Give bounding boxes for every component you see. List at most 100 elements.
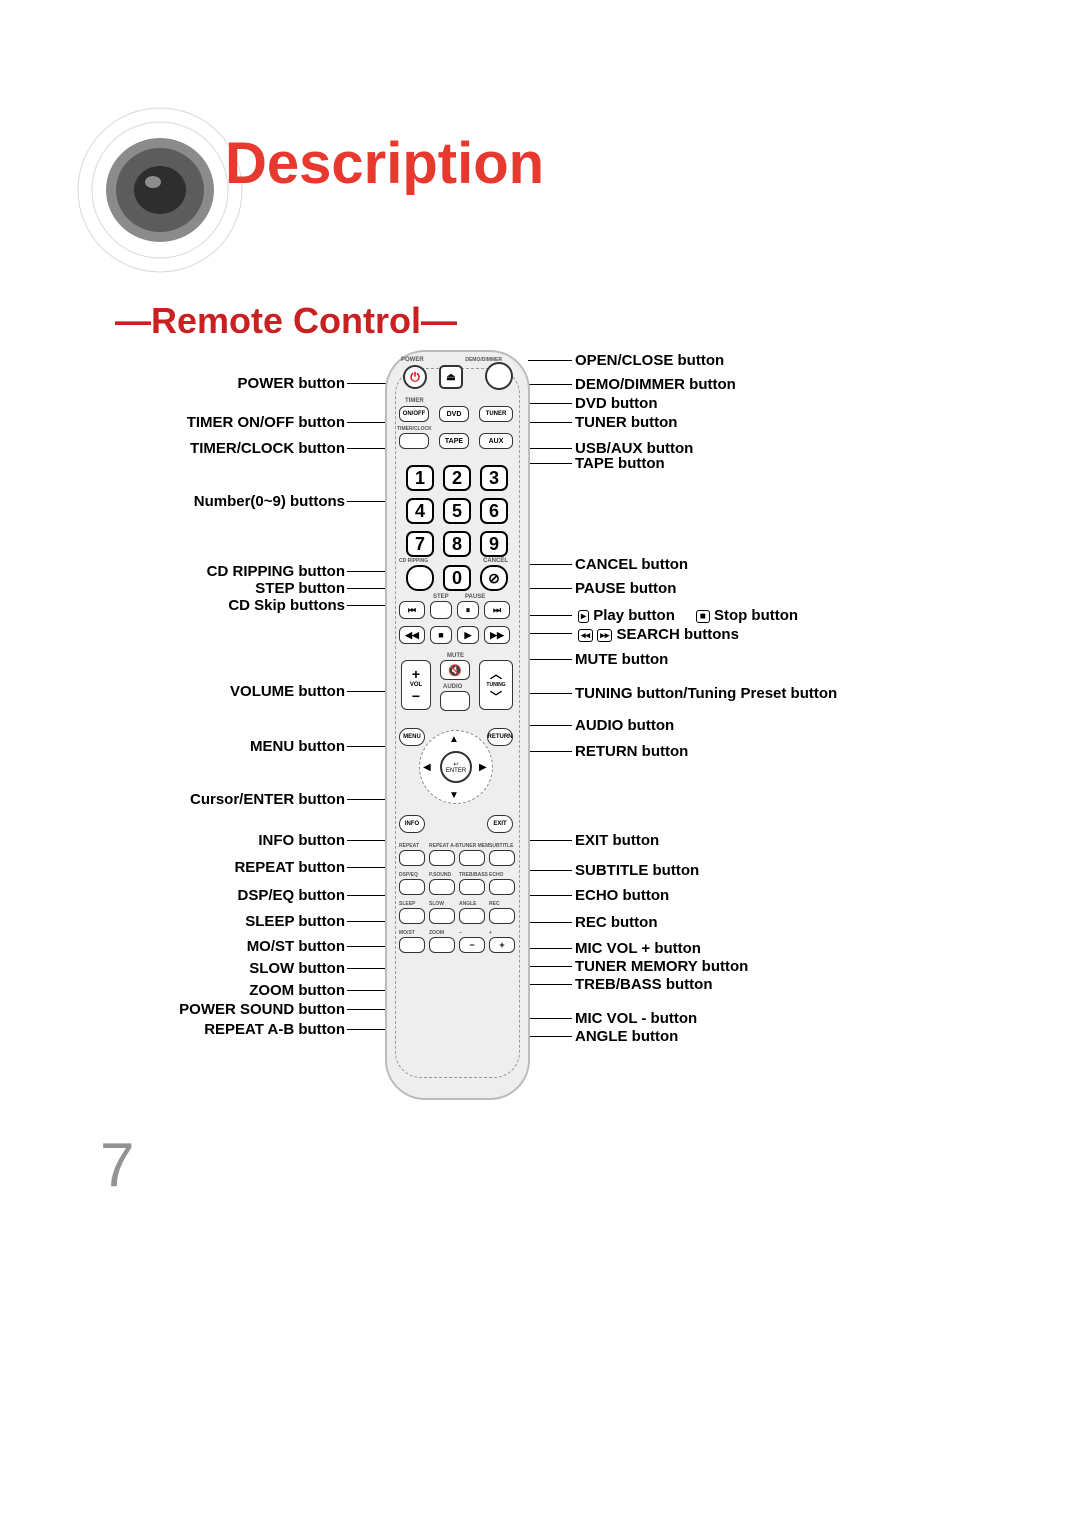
- left-label-1: TIMER ON/OFF button: [187, 414, 345, 431]
- left-label-9: Cursor/ENTER button: [190, 791, 345, 808]
- stop-button[interactable]: ■: [430, 626, 452, 644]
- num-8[interactable]: 8: [443, 531, 471, 557]
- grid-button-3-3[interactable]: +: [489, 937, 515, 953]
- left-label-0: POWER button: [238, 375, 345, 392]
- power-button[interactable]: ⏻: [403, 365, 427, 389]
- aux-button[interactable]: AUX: [479, 433, 513, 449]
- left-label-8: MENU button: [250, 738, 345, 755]
- skip-next-button[interactable]: ⏭: [484, 601, 510, 619]
- left-label-14: MO/ST button: [247, 938, 345, 955]
- info-button[interactable]: INFO: [399, 815, 425, 833]
- page: Description —Remote Control— POWER butto…: [0, 0, 1080, 1527]
- grid-button-0-3[interactable]: [489, 850, 515, 866]
- right-label-17: TUNER MEMORY button: [575, 958, 748, 975]
- exit-button[interactable]: EXIT: [487, 815, 513, 833]
- grid-button-2-1[interactable]: [429, 908, 455, 924]
- cancel-button[interactable]: ⊘: [480, 565, 508, 591]
- timer-clock-button[interactable]: [399, 433, 429, 449]
- num-5[interactable]: 5: [443, 498, 471, 524]
- num-9[interactable]: 9: [480, 531, 508, 557]
- num-6[interactable]: 6: [480, 498, 508, 524]
- right-label-8: MUTE button: [575, 651, 668, 668]
- num-2[interactable]: 2: [443, 465, 471, 491]
- right-label-10: AUDIO button: [575, 717, 674, 734]
- left-label-11: REPEAT button: [234, 859, 345, 876]
- left-label-5: STEP button: [255, 580, 345, 597]
- step-button[interactable]: [430, 601, 452, 619]
- grid-button-1-1[interactable]: [429, 879, 455, 895]
- grid-button-1-2[interactable]: [459, 879, 485, 895]
- grid-button-3-0[interactable]: [399, 937, 425, 953]
- num-3[interactable]: 3: [480, 465, 508, 491]
- timer-onoff-button[interactable]: ON/OFF: [399, 406, 429, 422]
- mute-button[interactable]: 🔇: [440, 660, 470, 680]
- volume-button[interactable]: +VOL−: [401, 660, 431, 710]
- search-buttons-label: ◂◂ ▸▸ SEARCH buttons: [578, 626, 739, 643]
- left-label-7: VOLUME button: [230, 683, 345, 700]
- tuner-button[interactable]: TUNER: [479, 406, 513, 422]
- num-0[interactable]: 0: [443, 565, 471, 591]
- right-label-6: CANCEL button: [575, 556, 688, 573]
- skip-prev-button[interactable]: ⏮: [399, 601, 425, 619]
- tuning-button[interactable]: ︿TUNING﹀: [479, 660, 513, 710]
- grid-button-0-0[interactable]: [399, 850, 425, 866]
- page-title: Description: [225, 130, 544, 197]
- right-label-14: ECHO button: [575, 887, 669, 904]
- num-7[interactable]: 7: [406, 531, 434, 557]
- left-label-3: Number(0~9) buttons: [194, 493, 345, 510]
- pause-button[interactable]: ⏸: [457, 601, 479, 619]
- right-label-0: OPEN/CLOSE button: [575, 352, 724, 369]
- left-label-18: REPEAT A-B button: [204, 1021, 345, 1038]
- audio-button[interactable]: [440, 691, 470, 711]
- grid-button-0-2[interactable]: [459, 850, 485, 866]
- right-label-20: ANGLE button: [575, 1028, 678, 1045]
- tape-button[interactable]: TAPE: [439, 433, 469, 449]
- grid-button-0-1[interactable]: [429, 850, 455, 866]
- play-button-label: ▸ Play button ■ Stop button: [578, 607, 798, 624]
- play-button[interactable]: ▶: [457, 626, 479, 644]
- demo-dimmer-button[interactable]: [485, 362, 513, 390]
- search-rev-button[interactable]: ◀◀: [399, 626, 425, 644]
- left-label-16: ZOOM button: [249, 982, 345, 999]
- left-label-4: CD RIPPING button: [207, 563, 345, 580]
- grid-button-1-3[interactable]: [489, 879, 515, 895]
- right-label-2: DVD button: [575, 395, 657, 412]
- remote-control: POWER DEMO/DIMMER ⏻ ⏏ TIMER ON/OFF DVD T…: [385, 350, 530, 1100]
- right-label-5: TAPE button: [575, 455, 665, 472]
- cd-ripping-button[interactable]: [406, 565, 434, 591]
- num-4[interactable]: 4: [406, 498, 434, 524]
- dvd-button[interactable]: DVD: [439, 406, 469, 422]
- search-fwd-button[interactable]: ▶▶: [484, 626, 510, 644]
- right-label-11: RETURN button: [575, 743, 688, 760]
- return-button[interactable]: RETURN: [487, 728, 513, 746]
- left-label-2: TIMER/CLOCK button: [190, 440, 345, 457]
- left-label-13: SLEEP button: [245, 913, 345, 930]
- right-label-13: SUBTITLE button: [575, 862, 699, 879]
- right-label-3: TUNER button: [575, 414, 677, 431]
- grid-button-2-0[interactable]: [399, 908, 425, 924]
- right-label-19: MIC VOL - button: [575, 1010, 697, 1027]
- subtitle: —Remote Control—: [115, 300, 457, 342]
- left-label-6: CD Skip buttons: [228, 597, 345, 614]
- left-label-15: SLOW button: [249, 960, 345, 977]
- enter-button[interactable]: ↩ENTER: [440, 751, 472, 783]
- right-label-16: MIC VOL + button: [575, 940, 701, 957]
- right-label-18: TREB/BASS button: [575, 976, 712, 993]
- grid-button-3-1[interactable]: [429, 937, 455, 953]
- left-label-12: DSP/EQ button: [238, 887, 346, 904]
- grid-button-2-3[interactable]: [489, 908, 515, 924]
- grid-button-3-2[interactable]: −: [459, 937, 485, 953]
- right-label-1: DEMO/DIMMER button: [575, 376, 736, 393]
- menu-button[interactable]: MENU: [399, 728, 425, 746]
- page-number: 7: [100, 1130, 134, 1201]
- left-label-17: POWER SOUND button: [179, 1001, 345, 1018]
- grid-button-2-2[interactable]: [459, 908, 485, 924]
- right-label-12: EXIT button: [575, 832, 659, 849]
- right-label-9: TUNING button/Tuning Preset button: [575, 685, 837, 702]
- left-label-10: INFO button: [258, 832, 345, 849]
- right-label-7: PAUSE button: [575, 580, 676, 597]
- right-label-15: REC button: [575, 914, 657, 931]
- num-1[interactable]: 1: [406, 465, 434, 491]
- grid-button-1-0[interactable]: [399, 879, 425, 895]
- open-close-button[interactable]: ⏏: [439, 365, 463, 389]
